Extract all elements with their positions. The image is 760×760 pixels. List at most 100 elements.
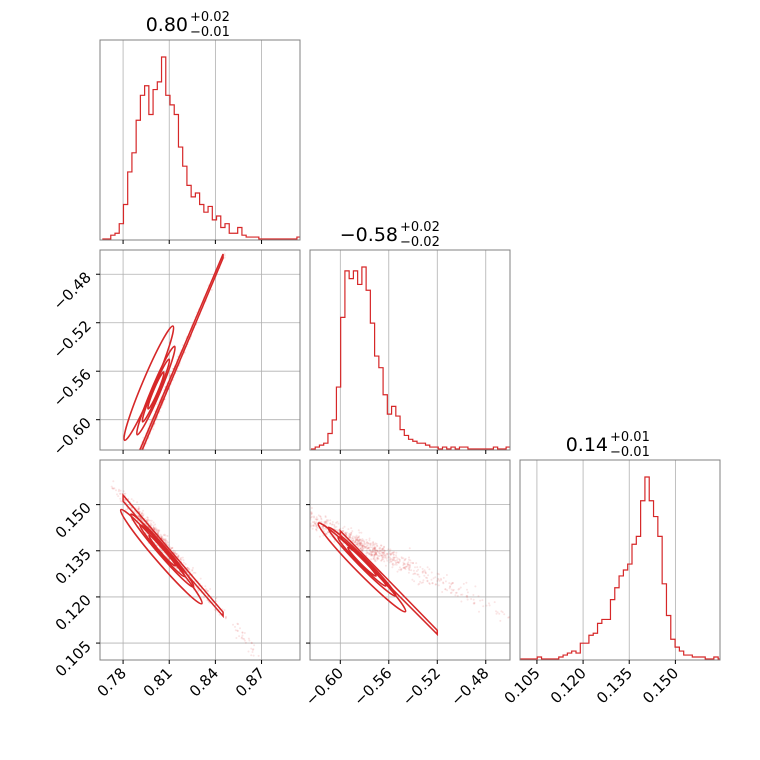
scatter-point <box>444 580 447 583</box>
scatter-point <box>133 463 135 465</box>
scatter-point <box>133 465 135 467</box>
scatter-point <box>152 524 155 527</box>
scatter-point <box>324 516 327 519</box>
scatter-point <box>450 591 453 594</box>
scatter-point <box>159 548 162 551</box>
scatter-point <box>373 559 376 562</box>
scatter-point <box>585 663 587 665</box>
scatter-point <box>403 563 406 566</box>
scatter-point <box>359 541 362 544</box>
scatter-point <box>362 547 364 550</box>
scatter-point <box>472 602 475 605</box>
scatter-point <box>466 588 468 591</box>
scatter-point <box>137 455 139 457</box>
scatter-point <box>130 475 132 477</box>
scatter-point <box>559 640 561 642</box>
scatter-point <box>319 515 322 518</box>
scatter-point <box>331 521 334 523</box>
scatter-point <box>291 508 293 510</box>
scatter-point <box>402 557 405 560</box>
scatter-point <box>155 530 157 533</box>
scatter-point <box>248 639 251 642</box>
scatter-point <box>378 546 381 549</box>
scatter-point <box>585 662 587 664</box>
scatter-point <box>375 551 378 554</box>
scatter-point <box>400 568 402 571</box>
scatter-point <box>291 510 293 512</box>
scatter-point <box>295 519 297 521</box>
scatter-point <box>289 509 291 511</box>
title-upper-2: +0.01 <box>610 430 650 445</box>
scatter-point <box>410 561 413 564</box>
scatter-point <box>445 574 448 576</box>
scatter-point <box>381 558 384 561</box>
x-tick-label: 0.105 <box>501 664 544 707</box>
scatter-point <box>408 566 411 569</box>
scatter-point <box>365 545 368 548</box>
scatter-point <box>349 534 352 537</box>
scatter-point <box>442 576 445 579</box>
x-tick-label: −0.52 <box>399 664 444 709</box>
scatter-point <box>449 585 451 588</box>
scatter-point <box>129 473 131 475</box>
scatter-point <box>428 583 431 585</box>
scatter-point <box>142 513 145 516</box>
scatter-point <box>119 489 122 492</box>
scatter-point <box>375 552 378 555</box>
title-upper-0: +0.02 <box>190 10 230 25</box>
scatter-point <box>380 554 383 557</box>
scatter-point <box>290 510 292 512</box>
scatter-point <box>362 539 365 542</box>
scatter-point <box>304 505 306 507</box>
scatter-point <box>147 518 150 521</box>
scatter-point <box>232 623 234 626</box>
scatter-point <box>365 552 368 555</box>
scatter-point <box>320 518 323 521</box>
scatter-point <box>574 644 576 646</box>
scatter-point <box>411 578 414 581</box>
contour-level <box>135 345 176 436</box>
scatter-point <box>249 485 251 487</box>
scatter-point <box>153 528 156 531</box>
scatter-point <box>387 548 390 551</box>
scatter-point <box>373 556 376 558</box>
scatter-point <box>472 598 475 601</box>
scatter-point <box>171 546 173 549</box>
panel-frame <box>309 459 511 661</box>
scatter-point <box>302 513 304 515</box>
scatter-point <box>386 552 389 555</box>
scatter-point <box>383 553 386 556</box>
scatter-point <box>376 549 379 552</box>
scatter-point <box>410 569 413 572</box>
scatter-point <box>135 461 137 463</box>
scatter-point <box>318 520 321 523</box>
y-tick-label: −0.56 <box>50 365 95 410</box>
scatter-point <box>115 510 117 512</box>
title-lower-2: −0.01 <box>610 445 650 460</box>
scatter-point <box>356 543 359 546</box>
scatter-point <box>359 547 362 550</box>
scatter-point <box>323 520 326 523</box>
scatter-point <box>140 517 143 520</box>
scatter-point <box>324 521 327 524</box>
scatter-point <box>344 531 347 534</box>
scatter-point <box>421 571 424 574</box>
scatter-point <box>160 535 163 538</box>
scatter-point <box>477 595 480 598</box>
scatter-point <box>322 527 325 530</box>
scatter-point <box>356 536 359 539</box>
scatter-point <box>119 497 122 500</box>
scatter-point <box>448 587 451 590</box>
scatter-point <box>426 577 429 579</box>
scatter-point <box>113 487 116 490</box>
scatter-point <box>153 528 156 530</box>
scatter-point <box>548 631 550 633</box>
scatter-point <box>385 556 387 559</box>
scatter-point <box>170 547 173 550</box>
scatter-point <box>131 472 133 474</box>
scatter-point <box>378 547 381 550</box>
scatter-point <box>436 580 439 582</box>
scatter-point <box>129 474 131 476</box>
scatter-point <box>175 553 178 555</box>
